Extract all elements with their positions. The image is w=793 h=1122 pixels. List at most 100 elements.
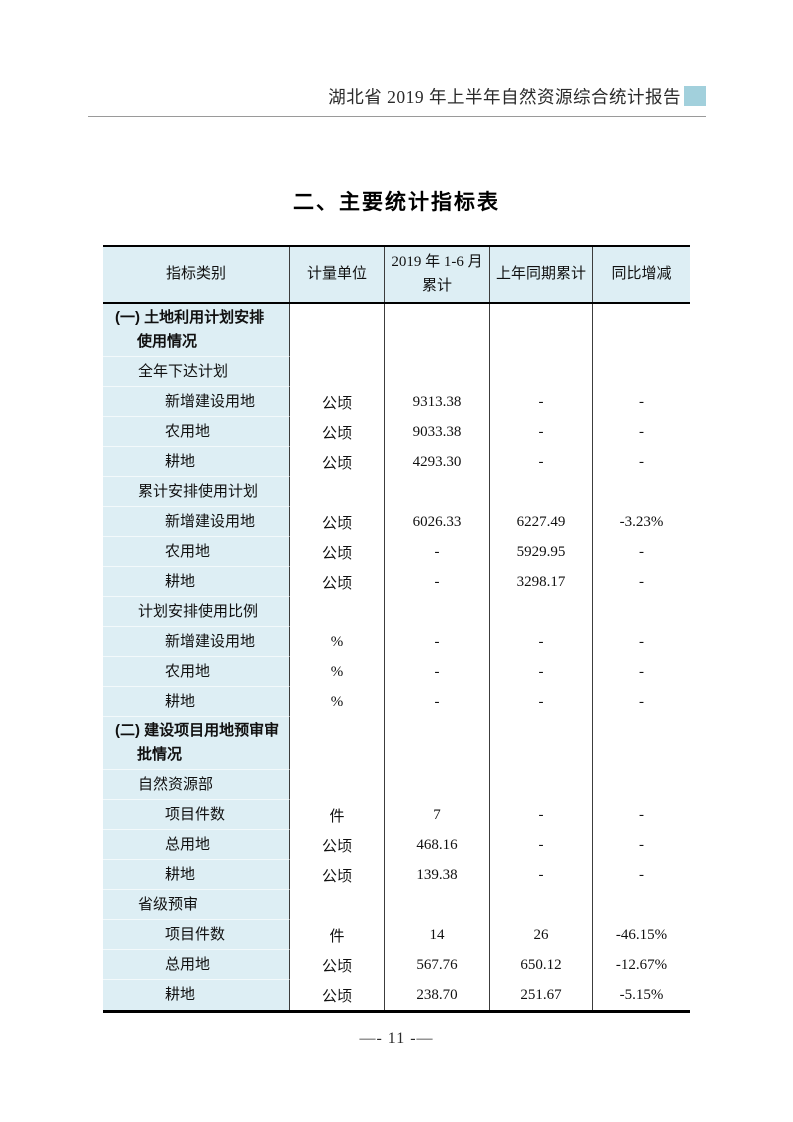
- yoy-change-cell: [593, 477, 690, 507]
- indicator-label: 项目件数: [103, 920, 290, 950]
- indicator-label: 总用地: [103, 950, 290, 980]
- yoy-change-cell: -: [639, 836, 644, 853]
- indicator-label: 耕地: [103, 687, 290, 717]
- indicator-label: 累计安排使用计划: [103, 477, 290, 507]
- current-period-value-cell: [385, 597, 490, 627]
- table-row: 耕地 公顷 4293.30- -: [103, 447, 690, 477]
- unit-cell: [290, 357, 385, 387]
- indicator-label: 农用地: [103, 417, 290, 447]
- table-row: (二) 建设项目用地预审审 批情况: [103, 717, 690, 770]
- unit-cell: 公顷: [290, 860, 385, 890]
- unit-cell: 公顷: [290, 830, 385, 860]
- table-row: 省级预审: [103, 890, 690, 920]
- column-header: 计量单位: [290, 247, 385, 302]
- current-period-value-cell: 468.16: [385, 830, 490, 860]
- yoy-change-cell: -3.23%: [619, 513, 664, 530]
- yoy-change-cell: -: [639, 663, 644, 680]
- previous-period-value-cell: -: [490, 687, 593, 717]
- yoy-change-cell: [593, 597, 690, 627]
- indicator-label: 耕地: [103, 567, 290, 597]
- previous-period-value-cell: -: [490, 447, 593, 477]
- indicator-label: 新增建设用地: [103, 507, 290, 537]
- table-header-row: 指标类别 计量单位 2019 年 1-6 月 累计 上年同期累计 同比增减: [103, 247, 690, 304]
- column-header: 指标类别: [103, 247, 290, 302]
- unit-cell: [290, 597, 385, 627]
- current-period-value-cell: 9033.38: [385, 417, 490, 447]
- unit-cell: 公顷: [290, 387, 385, 417]
- previous-period-value-cell: [490, 890, 593, 920]
- previous-period-value-cell: -: [490, 830, 593, 860]
- unit-cell: [290, 770, 385, 800]
- unit-cell: 公顷: [290, 980, 385, 1010]
- yoy-change-cell: [593, 770, 690, 800]
- table-row: 总用地 公顷 567.76 650.12 -12.67%: [103, 950, 690, 980]
- previous-period-value-cell: [490, 477, 593, 507]
- table-row: 农用地% - - -: [103, 657, 690, 687]
- unit-cell: %: [290, 627, 385, 657]
- previous-period-value-cell: 5929.95: [490, 537, 593, 567]
- yoy-change-cell: -12.67%: [615, 956, 668, 973]
- yoy-change-cell: -: [639, 573, 644, 590]
- indicator-label: 耕地: [103, 860, 290, 890]
- unit-cell: 公顷: [290, 567, 385, 597]
- indicator-label: 农用地: [103, 657, 290, 687]
- indicator-label: 计划安排使用比例: [103, 597, 290, 627]
- current-period-value-cell: [385, 304, 490, 357]
- previous-period-value-cell: 251.67: [490, 980, 593, 1010]
- current-period-value-cell: 6026.33: [385, 507, 490, 537]
- current-period-value-cell: -: [385, 537, 490, 567]
- table-row: 计划安排使用比例: [103, 597, 690, 627]
- table-row: 新增建设用地% - - -: [103, 627, 690, 657]
- table-row: 耕地 公顷 238.70 251.67 -5.15%: [103, 980, 690, 1010]
- indicator-label: 新增建设用地: [103, 627, 290, 657]
- previous-period-value-cell: 6227.49: [490, 507, 593, 537]
- table-row: 农用地 公顷 9033.38- -: [103, 417, 690, 447]
- table-row: 新增建设用地 公顷 6026.33 6227.49 -3.23%: [103, 507, 690, 537]
- table-row: 新增建设用地 公顷 9313.38- -: [103, 387, 690, 417]
- indicator-label: 省级预审: [103, 890, 290, 920]
- current-period-value-cell: 7: [385, 800, 490, 830]
- current-period-value-cell: [385, 770, 490, 800]
- yoy-change-cell: -: [639, 393, 644, 410]
- yoy-change-cell: [593, 890, 690, 920]
- table-row: 农用地 公顷 -5929.95-: [103, 537, 690, 567]
- previous-period-value-cell: -: [490, 387, 593, 417]
- indicator-label: 全年下达计划: [103, 357, 290, 387]
- yoy-change-cell: -: [639, 543, 644, 560]
- previous-period-value-cell: [490, 597, 593, 627]
- unit-cell: [290, 717, 385, 770]
- previous-period-value-cell: [490, 357, 593, 387]
- table-row: 项目件数件 7- -: [103, 800, 690, 830]
- current-period-value-cell: 9313.38: [385, 387, 490, 417]
- current-period-value-cell: 4293.30: [385, 447, 490, 477]
- unit-cell: 公顷: [290, 417, 385, 447]
- previous-period-value-cell: -: [490, 627, 593, 657]
- yoy-change-cell: [593, 717, 690, 770]
- column-header: 同比增减: [611, 265, 672, 282]
- statistics-table: 指标类别 计量单位 2019 年 1-6 月 累计 上年同期累计 同比增减 (一) 土地…: [103, 245, 690, 1013]
- section-title: 二、主要统计指标表: [293, 191, 500, 214]
- previous-period-value-cell: [490, 304, 593, 357]
- previous-period-value-cell: -: [490, 417, 593, 447]
- indicator-label: (一) 土地利用计划安排 使用情况: [103, 304, 290, 357]
- current-period-value-cell: [385, 890, 490, 920]
- previous-period-value-cell: [490, 717, 593, 770]
- current-period-value-cell: [385, 357, 490, 387]
- unit-cell: [290, 304, 385, 357]
- yoy-change-cell: [593, 357, 690, 387]
- unit-cell: [290, 477, 385, 507]
- table-row: (一) 土地利用计划安排 使用情况: [103, 304, 690, 357]
- yoy-change-cell: -: [639, 693, 644, 710]
- table-body: (一) 土地利用计划安排 使用情况 全年下达计划 新增建设用地 公顷 9313.38- -…: [103, 304, 690, 1010]
- column-header: 上年同期累计: [490, 247, 593, 302]
- indicator-label: (二) 建设项目用地预审审 批情况: [103, 717, 290, 770]
- table-row: 耕地 公顷 -3298.17-: [103, 567, 690, 597]
- running-header: 湖北省 2019 年上半年自然资源综合统计报告: [88, 83, 706, 109]
- unit-cell: %: [290, 657, 385, 687]
- previous-period-value-cell: 650.12: [490, 950, 593, 980]
- table-row: 耕地 公顷 139.38- -: [103, 860, 690, 890]
- table-row: 总用地 公顷 468.16- -: [103, 830, 690, 860]
- table-row: 全年下达计划: [103, 357, 690, 387]
- unit-cell: 件: [290, 800, 385, 830]
- indicator-label: 农用地: [103, 537, 290, 567]
